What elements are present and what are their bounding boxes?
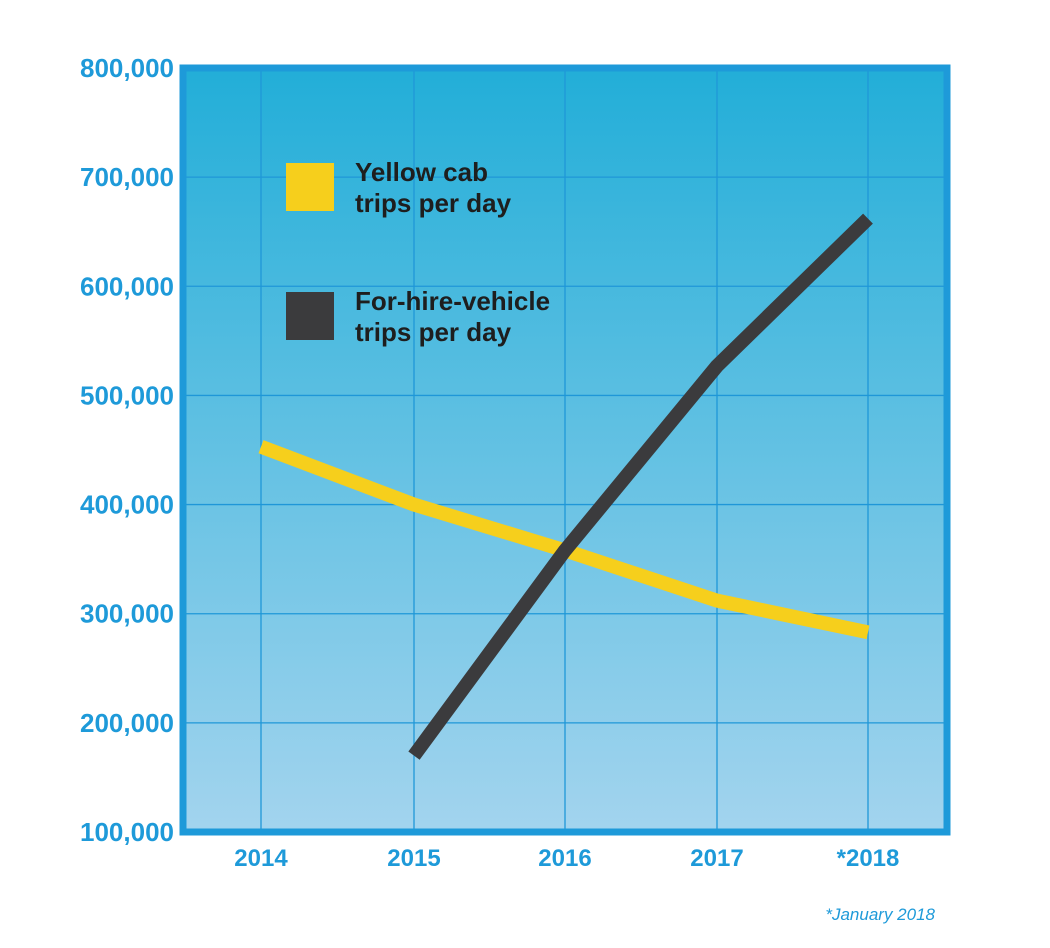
- legend: Yellow cab trips per day For-hire-vehicle t…: [286, 157, 550, 347]
- y-tick-label: 400,000: [80, 490, 174, 520]
- y-tick-label: 300,000: [80, 599, 174, 629]
- x-axis-ticks: 2014 2015 2016 2017 *2018: [234, 845, 899, 872]
- x-tick-label: 2016: [538, 845, 591, 872]
- x-tick-label: 2017: [690, 845, 743, 872]
- y-tick-label: 600,000: [80, 271, 174, 301]
- footnote: *January 2018: [825, 905, 935, 924]
- series-line-for-hire-vehicle: [408, 213, 873, 760]
- y-tick-label: 200,000: [80, 708, 174, 738]
- x-tick-label: 2015: [387, 845, 440, 872]
- y-tick-label: 500,000: [80, 380, 174, 410]
- x-tick-label: 2014: [234, 845, 288, 872]
- y-tick-label: 100,000: [80, 817, 174, 847]
- legend-label: Yellow cab trips per day: [355, 157, 512, 218]
- y-axis-ticks: 100,000 200,000 300,000 400,000 500,000 600,0…: [80, 53, 174, 847]
- series-lines: [258, 213, 873, 760]
- y-tick-label: 800,000: [80, 53, 174, 83]
- x-tick-label: *2018: [837, 845, 900, 872]
- y-tick-label: 700,000: [80, 162, 174, 192]
- plot-frame: [179, 64, 951, 836]
- legend-swatch: [286, 292, 334, 340]
- legend-label: For-hire-vehicle trips per day: [355, 286, 550, 347]
- legend-swatch: [286, 163, 334, 211]
